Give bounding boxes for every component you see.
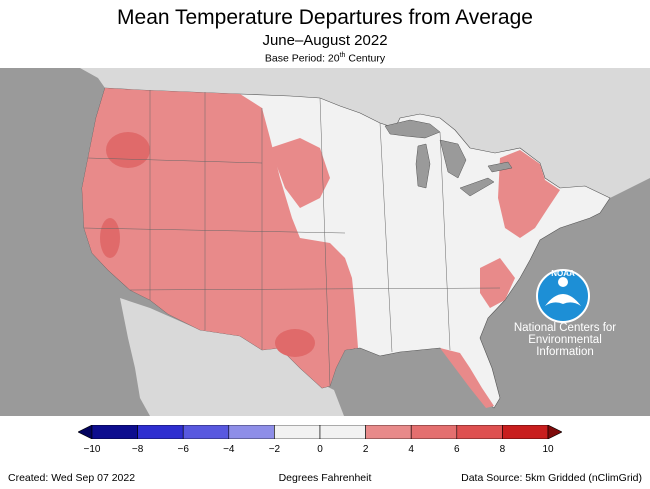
legend-swatch [274,425,321,439]
lake-superior [384,119,441,139]
legend-swatch [502,425,549,439]
warmer-patch-texas [275,329,315,357]
map-panel: NOAA National Centers for Environmental … [0,68,650,416]
legend-swatch [137,425,184,439]
legend-swatch [456,425,503,439]
warm-region-southeast [480,258,515,308]
warm-region-plains [270,138,330,208]
org-line-2: Environmental [528,334,602,346]
legend-arrow-low [78,425,93,439]
legend-swatch [319,425,366,439]
legend-tick-label: 8 [499,444,506,455]
map-svg: NOAA [80,68,650,416]
base-period-prefix: Base Period: 20 [264,52,340,65]
base-period-suffix: Century [345,52,386,65]
legend-tick-label: −4 [223,444,235,455]
warm-region-northeast [498,150,560,238]
legend-tick-label: 10 [542,444,554,455]
noaa-logo-text: NOAA [551,269,575,278]
canada-landmass [80,68,650,198]
warmer-patch-california [100,218,120,258]
legend-tick-label: 4 [408,444,414,455]
lake-michigan [415,143,431,189]
legend-swatch [228,425,275,439]
state-boundaries [83,90,501,387]
legend-tick-label: −6 [177,444,189,455]
lake-huron [439,139,467,179]
map-title: Mean Temperature Departures from Average [117,6,533,29]
legend-swatch [182,425,230,439]
data-source: Data Source: 5km Gridded (nClimGrid) [461,472,642,484]
legend-colorbar [78,425,562,439]
legend-tick-label: −2 [268,444,281,455]
mexico-landmass [120,298,344,416]
lake-erie [459,177,495,197]
noaa-logo [536,269,590,323]
legend-tick-label: −10 [83,444,101,455]
legend-swatch [365,425,412,439]
lake-ontario [487,161,513,173]
warm-region-west [82,88,358,388]
legend-unit-label: Degrees Fahrenheit [278,472,372,484]
legend-tick-label: −8 [131,444,144,455]
legend-tick-label: 2 [362,444,369,455]
created-date: Created: Wed Sep 07 2022 [8,472,136,484]
legend-swatch [410,425,458,439]
legend-tick-label: 0 [317,444,323,455]
base-period: Base Period: 20th Century [0,52,650,65]
warmer-patch-pacific-nw [106,132,150,168]
legend-swatch [91,425,138,439]
base-period-sup: th [339,52,346,59]
org-name: National Centers for Environmental Infor… [505,322,625,358]
map-subtitle: June–August 2022 [262,32,388,49]
org-line-1: National Centers for [513,322,617,334]
warm-region-florida [440,348,494,408]
legend-arrow-high [547,425,562,439]
legend-tick-label: 6 [454,444,460,455]
org-line-3: Information [536,346,594,358]
